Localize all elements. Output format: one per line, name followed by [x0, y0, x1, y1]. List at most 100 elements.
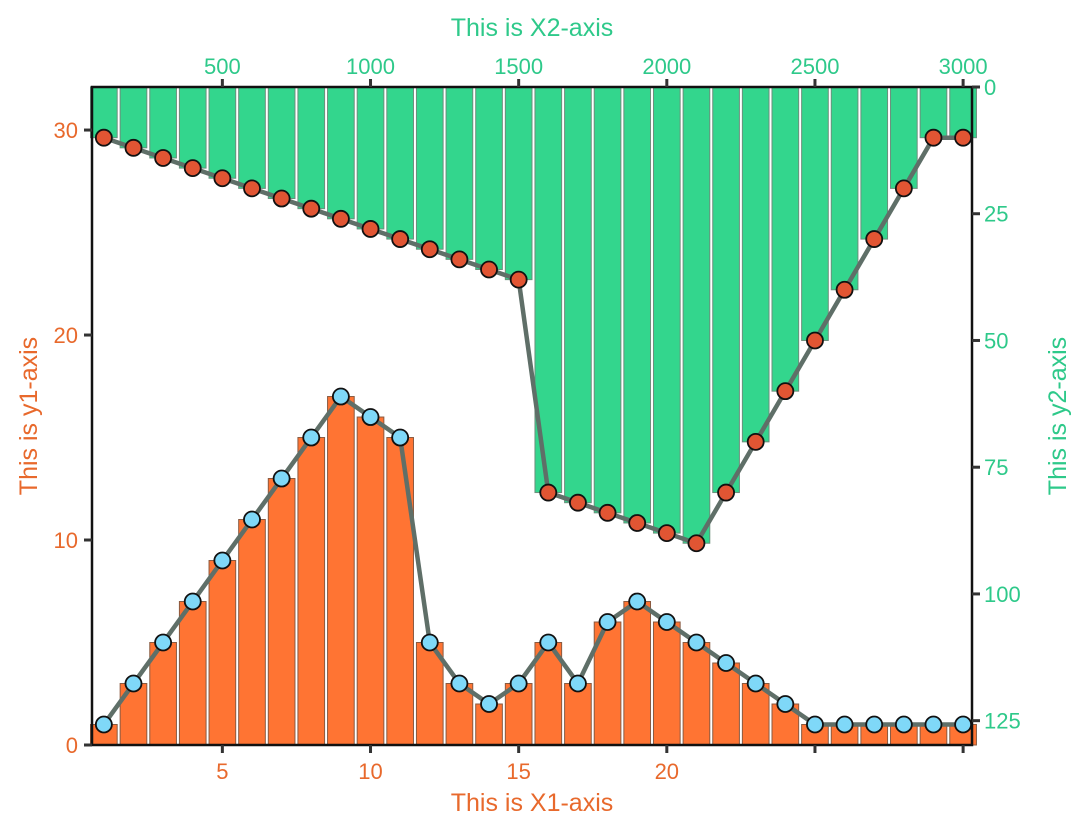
y1-point	[509, 674, 528, 693]
y2-point	[420, 240, 439, 259]
y1-point	[243, 510, 261, 529]
x2-tick-label: 2000	[642, 54, 691, 79]
y1-point	[598, 613, 617, 631]
y2-point	[806, 331, 824, 350]
y2-bar	[712, 86, 740, 494]
y1-point	[450, 674, 469, 693]
y1-point	[302, 428, 321, 447]
y1-bar	[652, 621, 681, 746]
y1-point	[657, 613, 676, 631]
y1-point	[480, 695, 498, 713]
y1-point	[391, 428, 410, 447]
y2-point	[657, 524, 676, 543]
y2-bar	[682, 86, 711, 544]
y1-point	[331, 387, 350, 406]
y1-point	[569, 674, 587, 693]
y2-bars	[90, 86, 977, 544]
y2-bar	[119, 86, 148, 149]
x1-axis-title: This is X1-axis	[451, 789, 614, 817]
y2-point	[391, 230, 410, 248]
y2-point	[480, 260, 498, 279]
y1-point	[183, 592, 202, 611]
y1-bar	[178, 601, 207, 746]
x1-tick-label: 10	[358, 759, 382, 784]
x2-tick-label: 3000	[939, 54, 988, 79]
y2-bar	[415, 86, 444, 250]
y2-bar	[149, 86, 177, 159]
y2-point	[924, 128, 943, 147]
y1-bar	[741, 683, 770, 746]
y1-bars	[90, 396, 977, 746]
y1-bar	[564, 683, 592, 746]
y2-point	[450, 250, 469, 269]
y2-point	[243, 179, 261, 198]
y1-bar	[623, 601, 652, 746]
y2-axis-title: This is y2-axis	[1044, 337, 1072, 495]
y1-bar	[504, 683, 533, 746]
y1-point	[717, 654, 735, 672]
y1-tick-label: 10	[54, 528, 78, 553]
series-markers	[94, 128, 973, 734]
y2-point	[272, 189, 291, 208]
y2-point	[687, 534, 706, 553]
x2-tick-label: 1500	[494, 54, 543, 79]
y2-point	[954, 128, 973, 147]
y1-point	[539, 633, 558, 652]
y1-tick-label: 0	[66, 733, 78, 758]
y2-tick-label: 125	[984, 709, 1021, 734]
y2-point	[302, 199, 321, 218]
y2-point	[746, 432, 765, 451]
x2-tick-label: 500	[204, 54, 241, 79]
y1-bar	[149, 642, 177, 746]
y2-tick-label: 50	[984, 328, 1008, 353]
y1-point	[213, 551, 232, 570]
y1-point	[361, 408, 380, 426]
y1-point	[124, 674, 143, 693]
y2-point	[569, 493, 587, 512]
x2-axis-title: This is X2-axis	[451, 14, 614, 42]
y2-bar	[178, 86, 207, 169]
y1-point	[272, 469, 291, 488]
x2-tick-label: 1000	[346, 54, 395, 79]
y1-bar	[327, 396, 355, 746]
y2-bar	[623, 86, 652, 524]
y1-point	[835, 715, 854, 734]
y2-bar	[238, 86, 266, 189]
y2-point	[894, 179, 913, 198]
y2-tick-label: 75	[984, 455, 1008, 480]
y1-point	[154, 633, 173, 652]
y2-point	[183, 159, 202, 178]
y1-point	[865, 715, 884, 734]
y2-bar	[741, 86, 770, 443]
x2-tick-label: 2500	[790, 54, 839, 79]
y2-bar	[504, 86, 533, 281]
y2-point	[717, 483, 735, 502]
y1-point	[420, 633, 439, 652]
y2-point	[361, 220, 380, 238]
y2-tick-label: 0	[984, 75, 996, 100]
y2-bar	[297, 86, 326, 210]
y2-point	[865, 230, 884, 248]
y2-tick-label: 25	[984, 202, 1008, 227]
y2-bar	[771, 86, 800, 392]
y1-point	[94, 715, 113, 734]
y2-point	[509, 270, 528, 289]
y2-bar	[475, 86, 503, 270]
x1-tick-label: 5	[216, 759, 228, 784]
y1-axis-title: This is y1-axis	[15, 337, 43, 495]
y2-bar	[356, 86, 385, 230]
y2-tick-label: 100	[984, 582, 1021, 607]
y1-point	[687, 633, 706, 652]
y2-bar	[593, 86, 622, 514]
y2-bar	[267, 86, 296, 200]
y1-bar	[445, 683, 474, 746]
y1-bar	[386, 437, 414, 746]
y2-bar	[208, 86, 237, 179]
y2-point	[154, 149, 173, 167]
y1-point	[806, 715, 824, 734]
x1-tick-label: 15	[506, 759, 530, 784]
y2-point	[628, 514, 647, 532]
y2-bar	[445, 86, 474, 260]
y2-point	[835, 280, 854, 299]
